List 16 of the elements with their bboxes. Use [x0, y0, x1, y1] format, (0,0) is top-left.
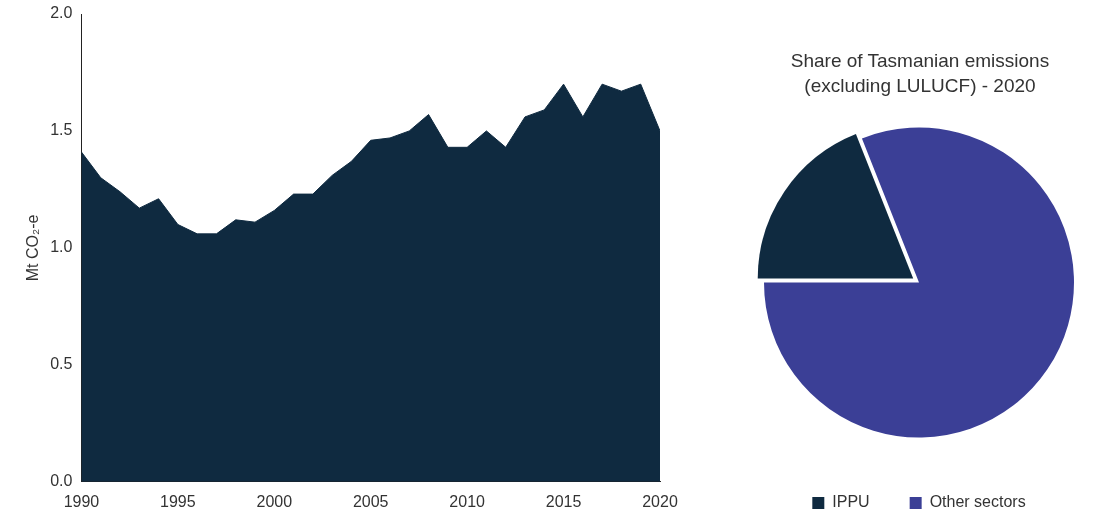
x-tick-label: 2020 — [642, 492, 678, 510]
y-tick-label: 2.0 — [50, 4, 73, 22]
x-tick-label: 2005 — [352, 492, 389, 510]
x-tick-label: 1990 — [63, 492, 100, 510]
legend-label: IPPU — [832, 493, 870, 511]
x-tick-label: 1995 — [160, 492, 196, 510]
x-tick-label: 2015 — [545, 492, 582, 510]
y-tick-label: 0.5 — [50, 355, 73, 373]
legend-label: Other sectors — [929, 493, 1026, 511]
chart-title: Share of Tasmanian emissions (excluding LULUCF) - 2020 — [790, 49, 1050, 98]
x-tick-label: 2010 — [449, 492, 486, 510]
y-axis-title: Mt CO₂-e — [24, 214, 42, 282]
x-tick-label: 2000 — [256, 492, 293, 510]
y-tick-label: 1.0 — [50, 238, 73, 256]
y-tick-label: 0.0 — [50, 472, 73, 490]
y-tick-label: 1.5 — [50, 121, 73, 139]
